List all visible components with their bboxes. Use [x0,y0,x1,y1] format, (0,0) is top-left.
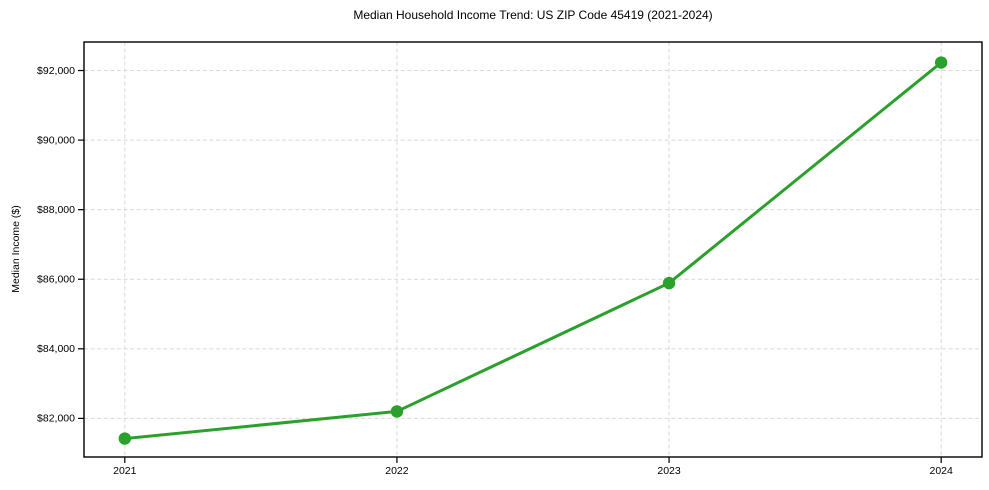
x-tick-label: 2023 [657,465,681,477]
x-tick-label: 2021 [113,465,137,477]
data-point-2022 [390,405,404,418]
data-point-2021 [118,432,132,445]
trend-line [123,61,943,441]
chart-title: Median Household Income Trend: US ZIP Co… [353,8,713,22]
data-point-2024 [934,56,948,69]
data-point-2023 [662,276,676,290]
y-tick-label: $92,000 [37,65,75,77]
axes-box [83,41,983,458]
y-tick-label: $82,000 [37,413,75,425]
y-tick-label: $90,000 [37,134,75,146]
y-tick-label: $84,000 [37,343,75,355]
y-tick-label: $88,000 [37,204,75,216]
x-tick-label: 2024 [930,465,954,477]
y-tick-label: $86,000 [37,274,75,286]
x-tick-label: 2022 [385,465,409,477]
